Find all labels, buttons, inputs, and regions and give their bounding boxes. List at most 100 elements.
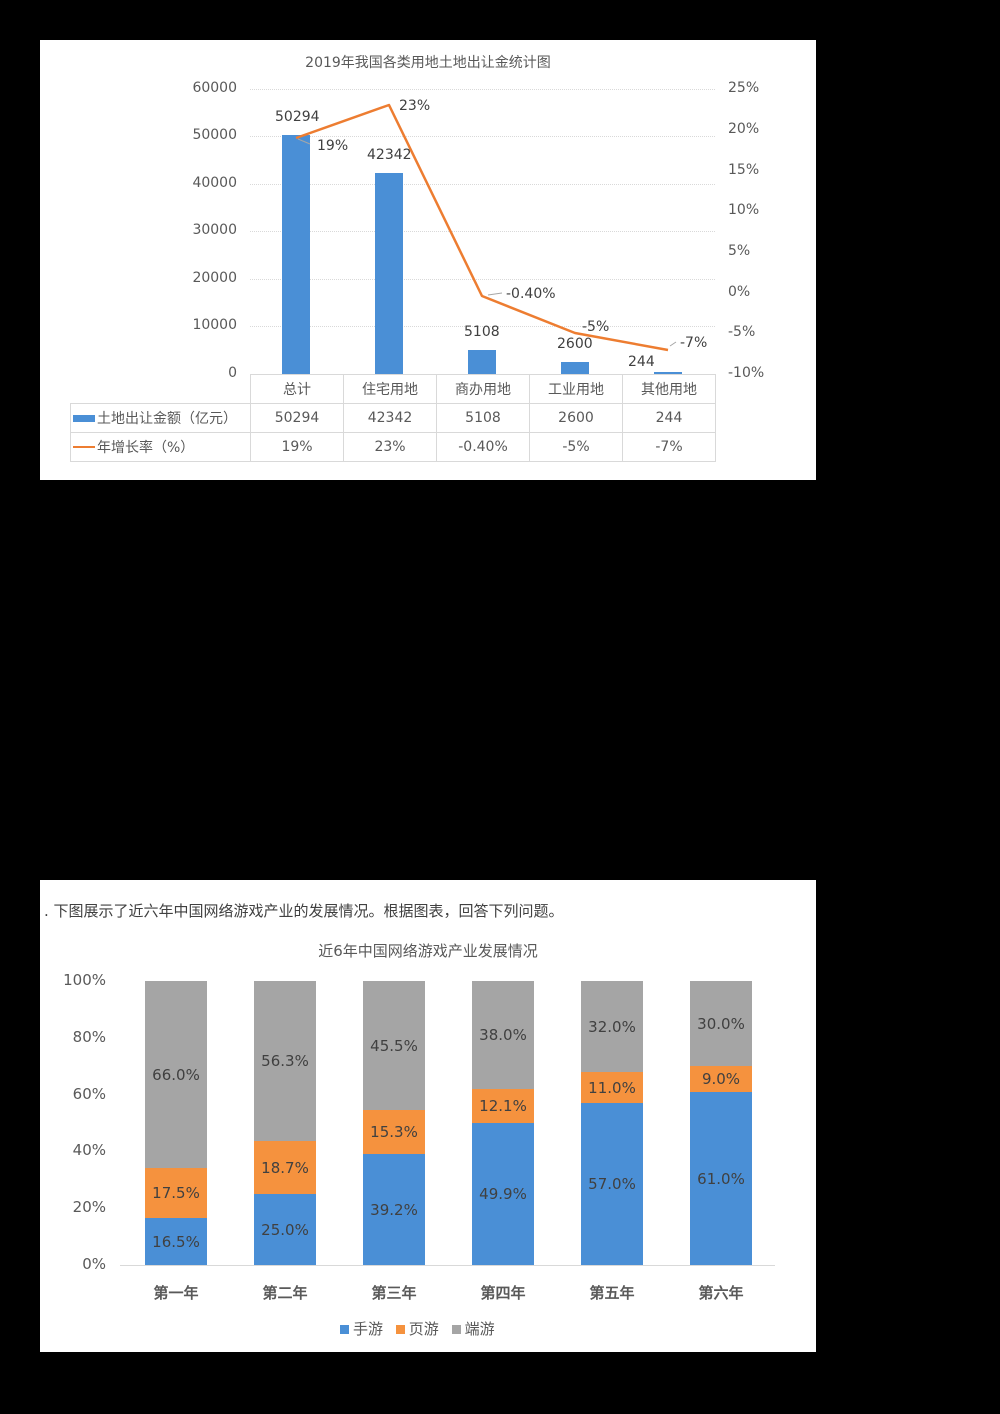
x-category: 第五年 — [589, 1284, 635, 1302]
table-cell: -7% — [622, 432, 716, 462]
line-label: -5% — [582, 319, 610, 335]
row-label-text: 土地出让金额（亿元） — [97, 411, 237, 427]
segment-web: 15.3% — [363, 1110, 425, 1154]
segment-mobile: 39.2% — [363, 1154, 425, 1265]
legend-swatch-client — [451, 1325, 461, 1334]
right-axis-tick: 15% — [728, 162, 760, 178]
segment-mobile: 25.0% — [254, 1194, 316, 1265]
table-header-cell: 商办用地 — [436, 374, 530, 404]
left-axis-tick: 20000 — [192, 270, 237, 286]
x-category: 第六年 — [698, 1284, 744, 1302]
x-axis-line — [120, 1265, 775, 1266]
table-header-cell: 住宅用地 — [343, 374, 437, 404]
right-axis-tick: 25% — [728, 80, 760, 96]
right-axis-tick: 10% — [728, 202, 760, 218]
segment-client: 38.0% — [472, 981, 534, 1089]
line-legend-swatch — [73, 446, 95, 448]
right-axis-tick: 0% — [728, 284, 751, 300]
table-row-label-amount: 土地出让金额（亿元） — [70, 403, 251, 433]
y-axis-tick: 100% — [63, 971, 106, 989]
y-axis-tick: 80% — [72, 1028, 106, 1046]
right-axis-tick: 5% — [728, 243, 751, 259]
left-axis-tick: 40000 — [192, 175, 237, 191]
table-header-cell: 其他用地 — [622, 374, 716, 404]
segment-client: 45.5% — [363, 981, 425, 1110]
bar-label: 50294 — [275, 109, 320, 125]
x-category: 第一年 — [153, 1284, 199, 1302]
table-header-cell: 总计 — [250, 374, 344, 404]
legend-swatch-web — [395, 1325, 405, 1334]
bar-legend-swatch — [73, 414, 95, 422]
gridline — [250, 89, 715, 90]
table-cell: 19% — [250, 432, 344, 462]
x-category: 第三年 — [371, 1284, 417, 1302]
table-cell: 244 — [622, 403, 716, 433]
table-cell: 2600 — [529, 403, 623, 433]
bar-label: 5108 — [464, 324, 500, 340]
chart2-legend: 手游 页游 端游 — [340, 1318, 495, 1339]
bar-label: 2600 — [557, 336, 593, 352]
y-axis-tick: 60% — [72, 1085, 106, 1103]
gridline — [250, 326, 715, 327]
segment-web: 11.0% — [581, 1072, 643, 1103]
segment-client: 66.0% — [145, 981, 207, 1168]
segment-mobile: 57.0% — [581, 1103, 643, 1265]
table-cell: -0.40% — [436, 432, 530, 462]
segment-client: 30.0% — [690, 981, 752, 1066]
right-axis-tick: -5% — [728, 324, 756, 340]
table-cell: 42342 — [343, 403, 437, 433]
land-transfer-chart: 2019年我国各类用地土地出让金统计图 60000 50000 40000 30… — [40, 40, 816, 480]
legend-label: 页游 — [408, 1320, 439, 1338]
segment-client: 56.3% — [254, 981, 316, 1141]
left-axis-tick: 50000 — [192, 127, 237, 143]
question-intro: . 下图展示了近六年中国网络游戏产业的发展情况。根据图表，回答下列问题。 — [44, 902, 564, 920]
gridline — [250, 279, 715, 280]
gridline — [250, 184, 715, 185]
y-axis-tick: 0% — [82, 1255, 106, 1273]
row-label-text: 年增长率（%） — [97, 440, 195, 456]
table-cell: -5% — [529, 432, 623, 462]
left-axis-tick: 0 — [228, 365, 237, 381]
legend-label: 手游 — [353, 1320, 384, 1338]
table-row-label-growth: 年增长率（%） — [70, 432, 251, 462]
table-header-cell: 工业用地 — [529, 374, 623, 404]
segment-client: 32.0% — [581, 981, 643, 1072]
y-axis-tick: 20% — [72, 1198, 106, 1216]
growth-rate-line — [295, 103, 677, 352]
table-cell: 50294 — [250, 403, 344, 433]
gridline — [250, 231, 715, 232]
online-game-chart: . 下图展示了近六年中国网络游戏产业的发展情况。根据图表，回答下列问题。 近6年… — [40, 880, 816, 1352]
chart1-title: 2019年我国各类用地土地出让金统计图 — [305, 55, 551, 71]
x-category: 第二年 — [262, 1284, 308, 1302]
left-axis-tick: 60000 — [192, 80, 237, 96]
line-label: -0.40% — [506, 286, 556, 302]
y-axis-tick: 40% — [72, 1141, 106, 1159]
bar-label: 244 — [628, 354, 655, 370]
line-label: -7% — [680, 335, 708, 351]
x-category: 第四年 — [480, 1284, 526, 1302]
right-axis-tick: -10% — [728, 365, 765, 381]
left-axis-tick: 30000 — [192, 222, 237, 238]
segment-web: 9.0% — [690, 1066, 752, 1092]
segment-mobile: 61.0% — [690, 1092, 752, 1265]
segment-mobile: 49.9% — [472, 1123, 534, 1265]
line-label: 23% — [399, 98, 431, 114]
segment-mobile: 16.5% — [145, 1218, 207, 1265]
bar-commercial — [468, 350, 496, 374]
bar-industrial — [561, 362, 589, 374]
bar-residential — [375, 173, 403, 374]
bar-label: 42342 — [367, 147, 412, 163]
segment-web: 12.1% — [472, 1089, 534, 1123]
right-axis-tick: 20% — [728, 121, 760, 137]
bar-total — [282, 135, 310, 374]
line-label: 19% — [317, 138, 349, 154]
left-axis-tick: 10000 — [192, 317, 237, 333]
segment-web: 17.5% — [145, 1168, 207, 1218]
table-cell: 5108 — [436, 403, 530, 433]
legend-swatch-mobile — [340, 1325, 349, 1334]
legend-label: 端游 — [464, 1320, 495, 1338]
segment-web: 18.7% — [254, 1141, 316, 1194]
bar-other — [654, 372, 682, 374]
chart2-title: 近6年中国网络游戏产业发展情况 — [318, 942, 538, 960]
table-cell: 23% — [343, 432, 437, 462]
